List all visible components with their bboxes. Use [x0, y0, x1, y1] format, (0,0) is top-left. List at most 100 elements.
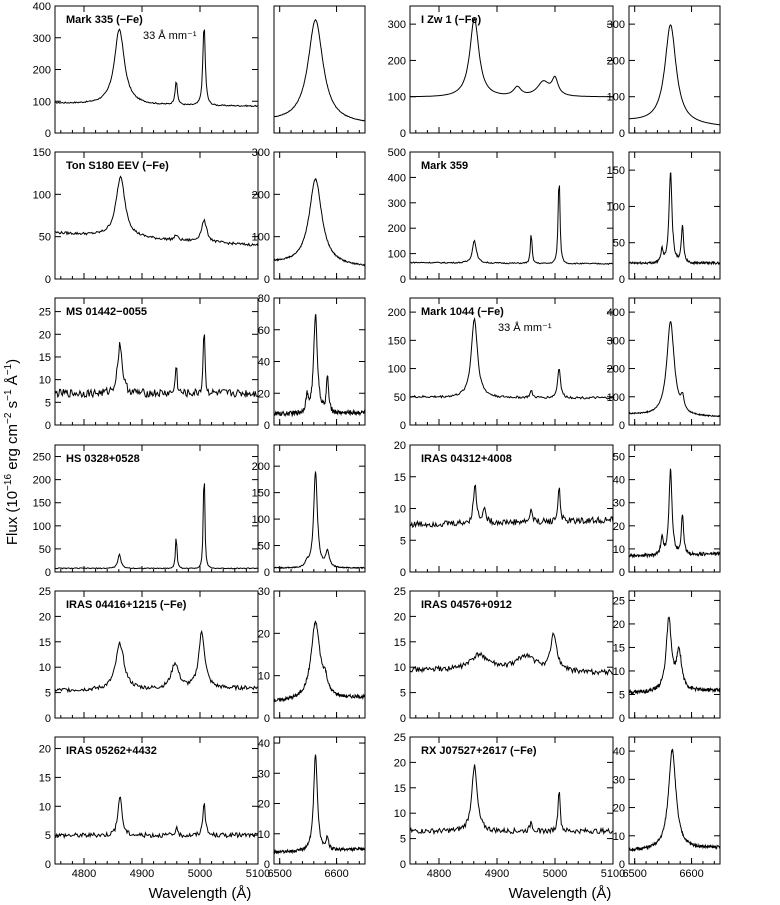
- y-tick-label: 150: [33, 498, 51, 510]
- y-tick-label: 0: [619, 420, 625, 432]
- y-tick-label: 0: [619, 859, 625, 871]
- y-tick-label: 200: [33, 475, 51, 487]
- spectrum-line: [273, 753, 366, 855]
- y-tick-label: 100: [33, 96, 51, 108]
- hbeta-panel-4: 0 100 200 300 400 500 Mark 359: [388, 147, 614, 286]
- y-tick-label: 0: [45, 128, 51, 140]
- spectrum-line: [54, 175, 259, 247]
- y-tick-label: 150: [388, 335, 406, 347]
- hbeta-panel-5: 0 5 10 15 20 25 MS 01442−0055: [39, 297, 259, 432]
- y-tick-label: 0: [45, 274, 51, 286]
- y-tick-label: 300: [33, 33, 51, 45]
- y-tick-label: 200: [388, 307, 406, 319]
- y-tick-label: 0: [45, 567, 51, 579]
- panel-frame: [54, 590, 259, 719]
- y-tick-label: 20: [39, 611, 51, 623]
- hbeta-panel-1: 0 100 200 300 400 Mark 335 (−Fe)33 Å mm⁻¹: [33, 1, 259, 140]
- object-label: I Zw 1 (−Fe): [421, 14, 482, 26]
- spectrum-line: [54, 334, 259, 399]
- spectrum-line: [628, 468, 721, 559]
- panel-frame: [409, 736, 614, 865]
- y-tick-label: 0: [400, 713, 406, 725]
- y-tick-label: 15: [39, 772, 51, 784]
- panel-frame: [54, 297, 259, 426]
- y-tick-label: 200: [388, 223, 406, 235]
- y-tick-label: 100: [607, 201, 625, 213]
- y-tick-label: 50: [613, 452, 625, 464]
- y-tick-label: 150: [252, 488, 270, 500]
- y-tick-label: 100: [33, 189, 51, 201]
- object-label: Mark 1044 (−Fe): [421, 306, 504, 318]
- y-tick-label: 100: [388, 364, 406, 376]
- y-tick-label: 5: [619, 689, 625, 701]
- halpha-panel-7: 0 50 100 150 200: [252, 444, 366, 579]
- spectrum-line: [409, 764, 614, 836]
- y-tick-label: 0: [400, 128, 406, 140]
- y-tick-label: 10: [258, 671, 270, 683]
- y-tick-label: 15: [394, 783, 406, 795]
- y-tick-label: 25: [39, 586, 51, 598]
- x-tick-label: 6600: [679, 868, 703, 880]
- y-tick-label: 400: [607, 307, 625, 319]
- x-tick-label: 6600: [324, 868, 348, 880]
- y-tick-label: 150: [33, 147, 51, 159]
- y-tick-label: 5: [400, 688, 406, 700]
- y-tick-label: 5: [400, 834, 406, 846]
- spectrum-line: [628, 321, 721, 418]
- y-tick-label: 15: [39, 637, 51, 649]
- x-tick-label: 4900: [485, 868, 509, 880]
- y-tick-label: 0: [400, 274, 406, 286]
- panel-frame: [273, 736, 366, 865]
- halpha-panel-8: 0 10 20 30 40 50: [613, 444, 721, 579]
- object-label: Ton S180 EEV (−Fe): [66, 160, 169, 172]
- y-tick-label: 0: [400, 567, 406, 579]
- x-tick-label: 4900: [130, 868, 154, 880]
- y-tick-label: 150: [607, 165, 625, 177]
- y-tick-label: 15: [613, 642, 625, 654]
- y-tick-label: 20: [39, 744, 51, 756]
- x-tick-label: 5100: [246, 868, 270, 880]
- spectrum-line: [409, 185, 614, 266]
- y-tick-label: 0: [45, 859, 51, 871]
- y-tick-label: 40: [613, 746, 625, 758]
- y-tick-label: 300: [607, 19, 625, 31]
- x-tick-label: 4800: [72, 868, 96, 880]
- spectrum-line: [409, 316, 614, 400]
- y-tick-label: 30: [258, 586, 270, 598]
- y-tick-label: 40: [258, 738, 270, 750]
- y-tick-label: 10: [613, 666, 625, 678]
- panel-frame: [409, 151, 614, 280]
- x-tick-label: 5000: [188, 868, 212, 880]
- hbeta-panel-10: 0 5 10 15 20 25 IRAS 04576+0912: [394, 586, 614, 725]
- halpha-panel-10: 0 5 10 15 20 25: [613, 590, 721, 725]
- halpha-panel-12: 6500 6600 0 10 20 30 40: [613, 736, 721, 880]
- x-tick-label: 6500: [622, 868, 646, 880]
- panel-frame: [628, 444, 721, 573]
- y-tick-label: 5: [400, 535, 406, 547]
- scale-note: 33 Å mm⁻¹: [498, 321, 552, 334]
- hbeta-panel-2: 0 100 200 300 I Zw 1 (−Fe): [388, 5, 614, 140]
- spectrum-line: [410, 17, 613, 98]
- y-tick-label: 50: [39, 232, 51, 244]
- x-tick-label: 5100: [601, 868, 625, 880]
- panel-frame: [273, 5, 366, 134]
- y-tick-label: 10: [258, 829, 270, 841]
- hbeta-panel-9: 0 5 10 15 20 25 IRAS 04416+1215 (−Fe): [39, 586, 259, 725]
- y-tick-label: 250: [33, 452, 51, 464]
- y-tick-label: 80: [258, 293, 270, 305]
- y-tick-label: 0: [264, 713, 270, 725]
- y-tick-label: 0: [619, 128, 625, 140]
- y-tick-label: 200: [252, 189, 270, 201]
- halpha-panel-4: 0 50 100 150: [607, 151, 721, 286]
- object-label: IRAS 04576+0912: [421, 599, 512, 611]
- spectrum-line: [409, 631, 614, 677]
- object-label: HS 0328+0528: [66, 453, 140, 465]
- object-label: MS 01442−0055: [66, 306, 147, 318]
- halpha-panel-9: 0 10 20 30: [258, 586, 366, 725]
- y-tick-label: 0: [45, 420, 51, 432]
- halpha-panel-3: 0 100 200 300: [252, 147, 366, 286]
- y-tick-label: 300: [388, 19, 406, 31]
- y-tick-label: 20: [258, 388, 270, 400]
- y-tick-label: 25: [613, 595, 625, 607]
